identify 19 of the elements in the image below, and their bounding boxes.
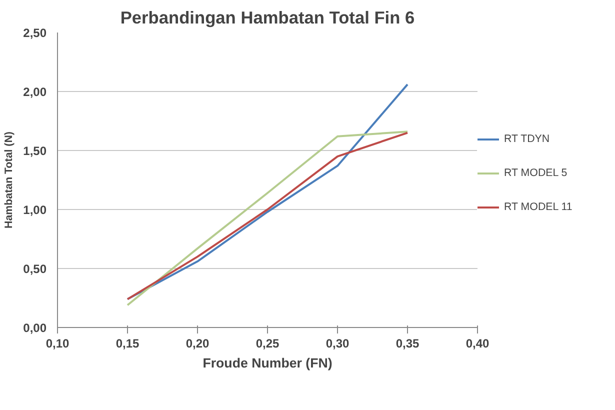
y-tick-label: 1,50 — [23, 144, 47, 158]
x-tick-label: 0,35 — [396, 336, 420, 350]
x-tick-label: 0,10 — [46, 336, 70, 350]
y-tick-label: 0,00 — [23, 321, 47, 335]
y-axis-title: Hambatan Total (N) — [3, 131, 16, 228]
y-tick-label: 2,50 — [23, 26, 47, 40]
x-tick-label: 0,25 — [256, 336, 280, 350]
legend-label: RT MODEL 11 — [504, 201, 572, 213]
x-tick-label: 0,40 — [466, 336, 490, 350]
x-tick-label: 0,20 — [186, 336, 210, 350]
legend-label: RT MODEL 5 — [504, 167, 568, 179]
legend-label: RT TDYN — [504, 133, 550, 145]
y-tick-label: 1,00 — [23, 203, 47, 217]
chart-title: Perbandingan Hambatan Total Fin 6 — [120, 8, 416, 28]
x-axis-title: Froude Number (FN) — [202, 356, 332, 370]
y-tick-label: 2,00 — [23, 85, 47, 99]
x-tick-label: 0,30 — [326, 336, 350, 350]
x-tick-label: 0,15 — [116, 336, 140, 350]
y-tick-label: 0,50 — [23, 262, 47, 276]
